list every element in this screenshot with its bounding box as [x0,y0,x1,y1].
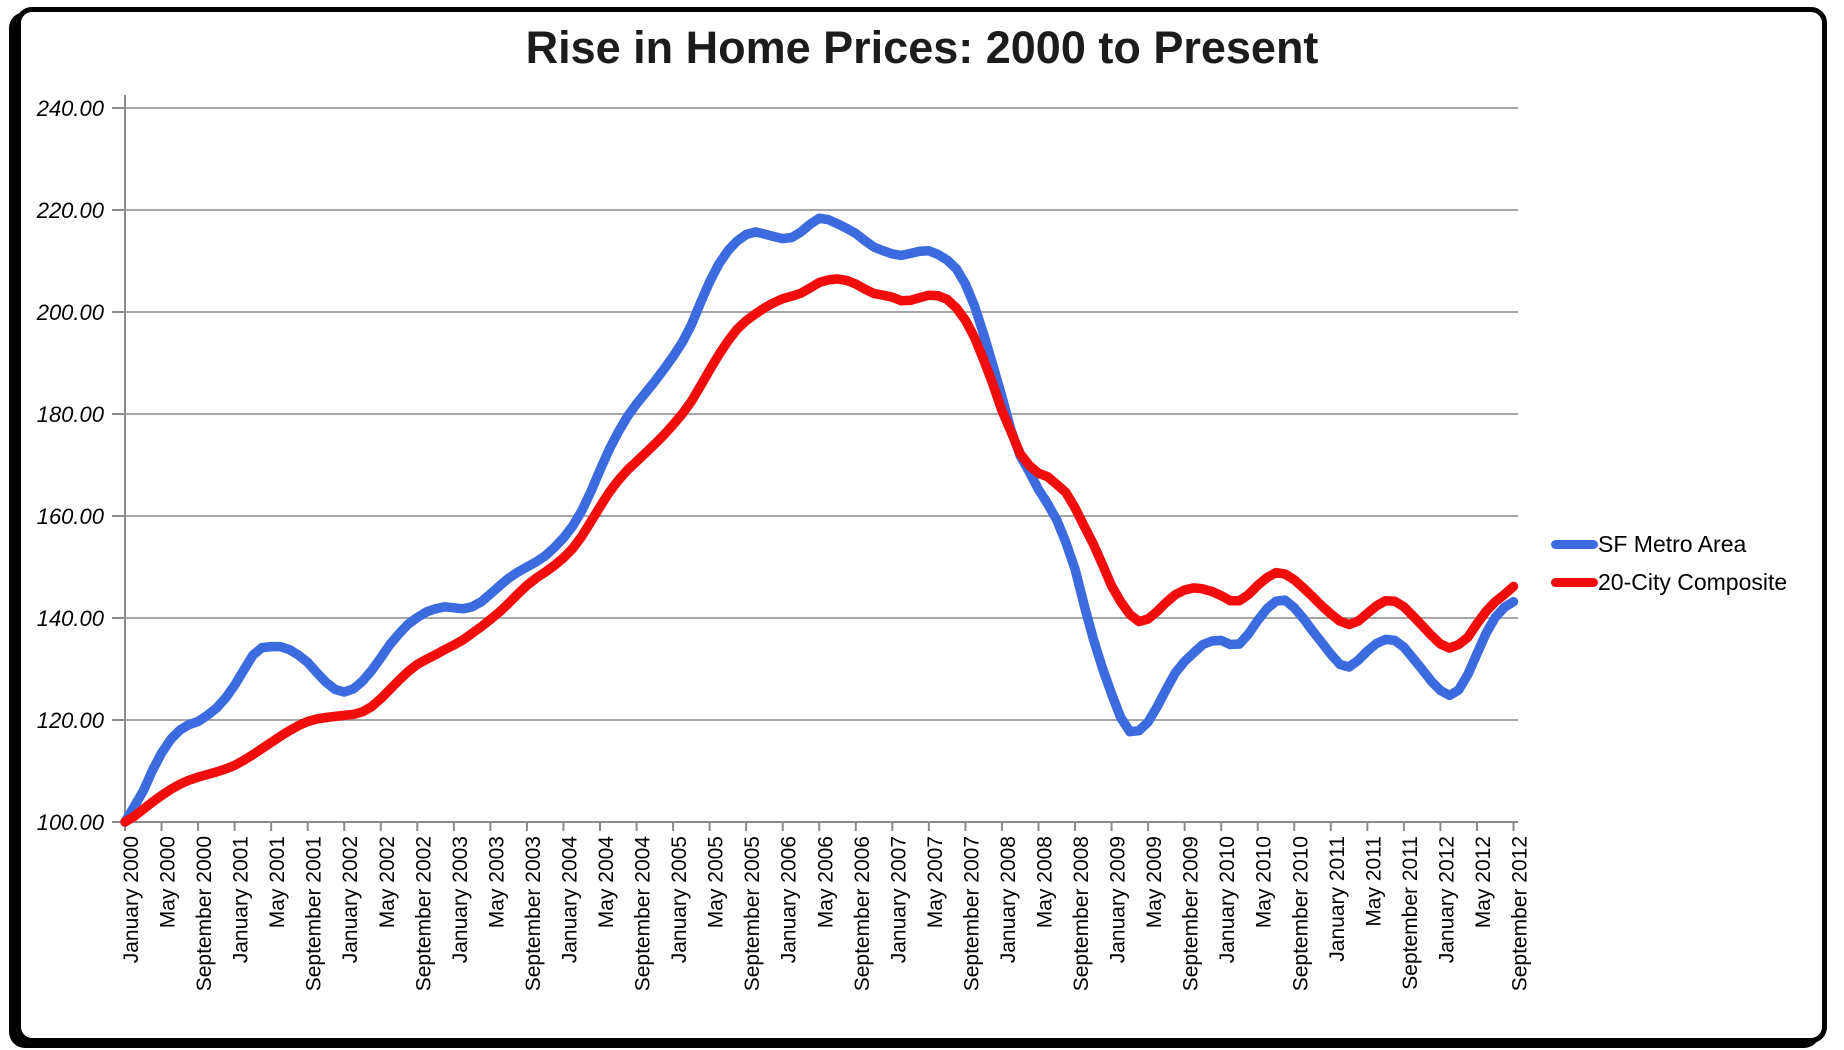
x-tick-label: May 2012 [1472,836,1495,928]
line-20-city-composite [120,274,1519,827]
x-tick-label: January 2008 [997,836,1020,963]
x-tick-label: January 2007 [887,836,910,963]
x-tick-label: September 2001 [303,836,326,991]
y-tick-label: 240.00 [36,96,105,121]
legend-swatch-sf-metro [1551,540,1598,549]
x-tick-label: September 2006 [851,836,874,991]
x-tick-label: September 2002 [412,836,435,991]
y-tick-label: 120.00 [37,708,105,733]
x-tick-label: May 2002 [376,836,399,928]
x-tick-label: May 2008 [1033,836,1056,928]
x-tick-label: January 2006 [778,836,801,963]
legend-item-20-city: 20-City Composite [1551,569,1787,596]
x-tick-label: September 2004 [632,836,655,992]
x-tick-label: September 2000 [193,836,216,991]
x-tick-label: January 2001 [230,836,253,963]
x-tick-label: January 2000 [120,836,143,963]
legend-label-20-city: 20-City Composite [1598,569,1788,595]
x-tick-label: September 2003 [522,836,545,991]
y-tick-label: 200.00 [36,300,105,325]
legend-swatch-20-city [1551,578,1598,587]
x-tick-label: September 2012 [1509,836,1532,991]
x-tick-label: May 2005 [705,836,728,928]
x-tick-label: May 2004 [595,836,618,929]
legend: SF Metro Area 20-City Composite [1551,531,1787,596]
y-tick-label: 220.00 [36,198,105,223]
x-tick-label: May 2003 [485,836,508,928]
y-tick-label: 100.00 [37,810,105,835]
x-tick-label: January 2002 [339,836,362,963]
x-tick-label: January 2011 [1326,836,1349,962]
x-tick-label: September 2010 [1289,836,1312,991]
x-tick-label: January 2003 [449,836,472,963]
x-tick-label: May 2010 [1253,836,1276,928]
x-tick-label: January 2004 [558,836,581,964]
x-tick-label: January 2005 [668,836,691,963]
x-tick-label: May 2007 [924,836,947,928]
x-tick-label: September 2007 [960,836,983,991]
line-sf-metro-area [120,213,1519,827]
x-tick-label: September 2005 [741,836,764,991]
y-tick-label: 180.00 [37,402,105,427]
x-tick-label: May 2011 [1362,836,1385,927]
x-tick-label: May 2001 [266,836,289,928]
x-tick-label: January 2012 [1435,836,1458,963]
legend-item-sf-metro: SF Metro Area [1551,531,1787,558]
legend-label-sf-metro: SF Metro Area [1598,531,1747,557]
x-tick-label: May 2009 [1143,836,1166,928]
x-tick-label: September 2011 [1399,836,1422,990]
x-tick-label: May 2006 [814,836,837,928]
x-tick-label: January 2010 [1216,836,1239,963]
x-tick-label: September 2008 [1070,836,1093,991]
x-tick-label: September 2009 [1180,836,1203,991]
y-tick-label: 160.00 [37,504,105,529]
chart-title: Rise in Home Prices: 2000 to Present [525,22,1319,73]
x-tick-label: May 2000 [157,836,180,928]
x-tick-label: January 2009 [1107,836,1130,963]
y-tick-label: 140.00 [37,606,105,631]
